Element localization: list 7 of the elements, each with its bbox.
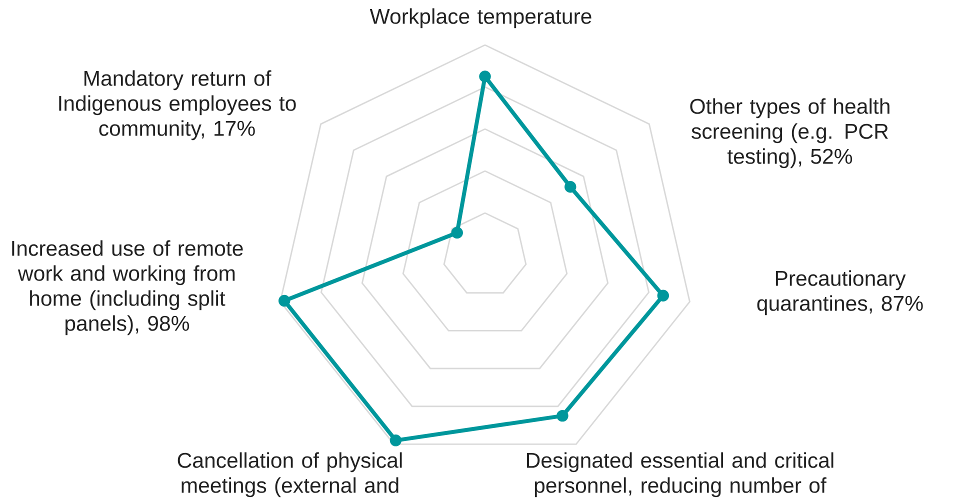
spoke-label: Designated essential and critical personnel, reducing number of [527, 452, 834, 498]
spoke-label: Workplace temperature [370, 8, 592, 28]
spoke-label: Cancellation of physical meetings (external and [178, 452, 402, 498]
spoke-label: Mandatory return of Indigenous employees to community, 17% [59, 70, 296, 140]
spoke-label: Increased use of remote work and working from home (including split panels), 98% [12, 240, 243, 336]
spoke-label: Other types of health screening (e.g. PCR testing), 52% [690, 98, 890, 168]
spoke-label: Precautionary quarantines, 87% [757, 270, 923, 316]
